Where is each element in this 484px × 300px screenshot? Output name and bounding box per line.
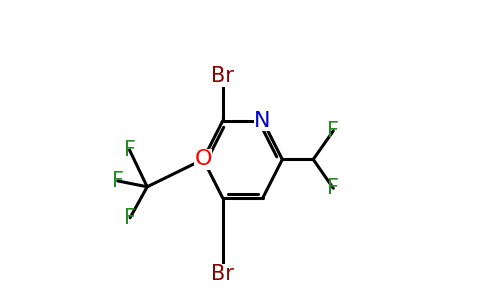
Text: F: F bbox=[112, 171, 124, 191]
Text: F: F bbox=[327, 178, 339, 198]
Bar bbox=[211, 66, 235, 87]
Text: N: N bbox=[255, 111, 271, 130]
Text: Br: Br bbox=[212, 66, 234, 86]
Bar bbox=[254, 110, 272, 131]
Bar bbox=[194, 149, 212, 170]
Text: Br: Br bbox=[212, 264, 234, 284]
Text: F: F bbox=[124, 208, 136, 228]
Text: F: F bbox=[327, 121, 339, 141]
Bar bbox=[211, 264, 235, 285]
Text: O: O bbox=[195, 149, 212, 170]
Text: F: F bbox=[123, 140, 136, 160]
